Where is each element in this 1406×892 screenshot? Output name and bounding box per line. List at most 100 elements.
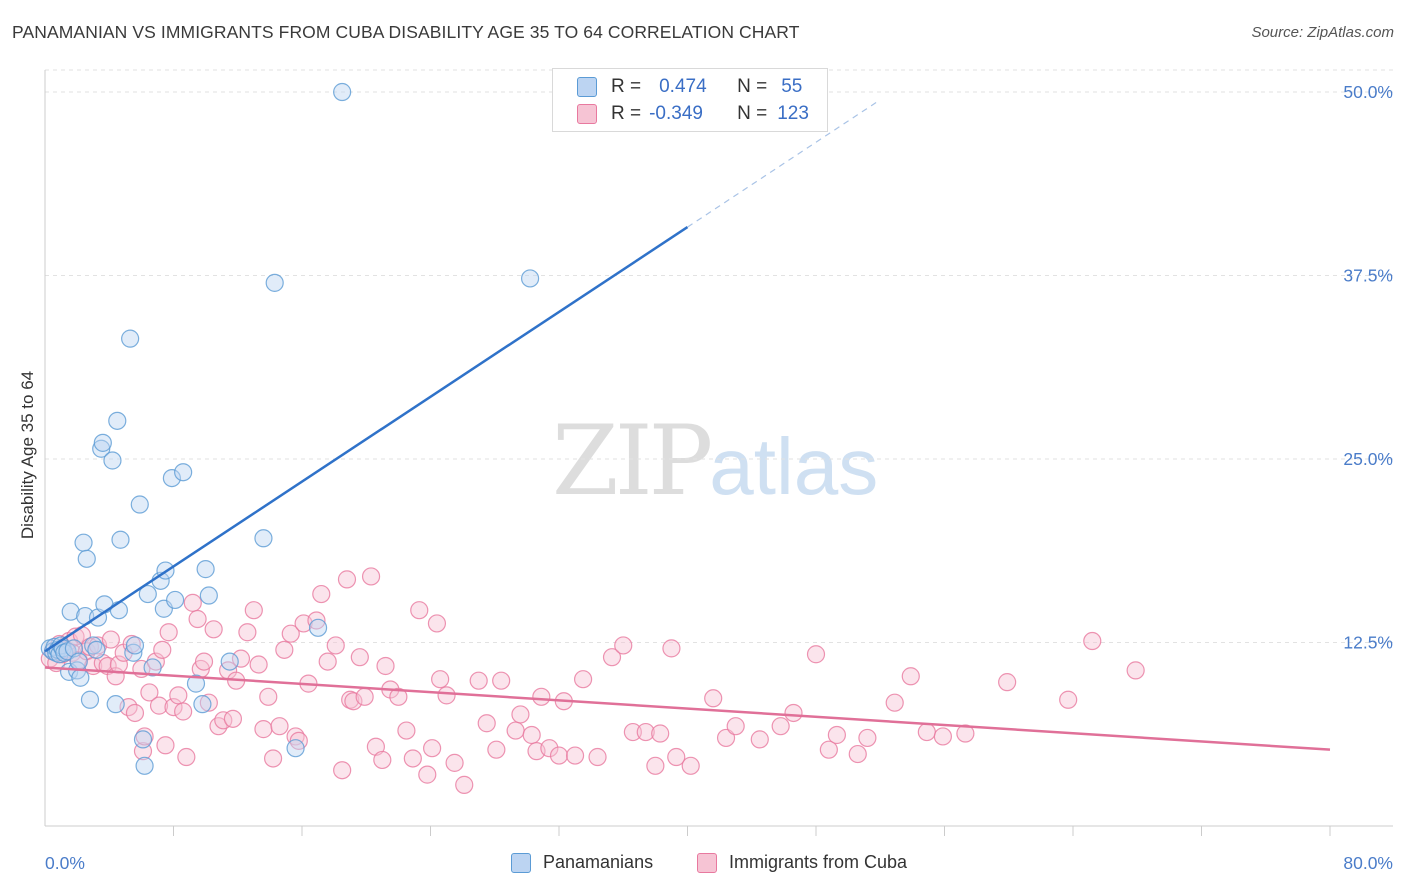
panamanian-point (333, 82, 352, 102)
cuba-point (410, 601, 429, 620)
cuba-point (492, 671, 511, 690)
panamanian-point (109, 601, 128, 620)
legend-label: Panamanians (543, 852, 654, 872)
cuba-point (819, 740, 838, 759)
panamanian-point (220, 652, 239, 671)
panamanian-point (111, 530, 130, 549)
cuba-point (249, 655, 268, 674)
cuba-point (199, 693, 218, 712)
panamanian-point (121, 329, 140, 348)
cuba-point (726, 717, 745, 736)
cuba-point (427, 614, 447, 633)
cuba-point (506, 721, 525, 740)
panamanian-point (61, 602, 80, 621)
watermark-zip: ZIP (552, 405, 713, 517)
panamanian-point (199, 586, 218, 605)
cuba-point (169, 686, 188, 705)
cuba-point (135, 727, 154, 746)
panamanian-trend-extension (687, 99, 881, 228)
cuba-point (636, 722, 655, 742)
panamanian-point (103, 451, 122, 470)
cuba-point (437, 686, 456, 705)
cuba-point (858, 728, 877, 748)
cuba-point (1083, 631, 1102, 651)
cuba-point (827, 725, 846, 745)
cuba-point (423, 739, 442, 758)
panamanian-point (133, 730, 153, 749)
cuba-point (153, 640, 172, 659)
cuba-point (270, 717, 289, 736)
tick-labels: 12.5% 25.0% 37.5% 50.0% 0.0% 80.0% (45, 82, 1393, 873)
panamanian-point (143, 658, 162, 677)
cuba-point (549, 746, 569, 765)
legend-item-cuba: Immigrants from Cuba (697, 852, 907, 873)
cuba-point (376, 656, 395, 676)
cuba-point (573, 670, 593, 689)
panamanian-point (93, 433, 112, 452)
cuba-point (1126, 661, 1145, 680)
panamanian-point (125, 636, 145, 655)
cuba-point (318, 652, 337, 671)
panamanian-point (77, 549, 96, 568)
cuba-point (602, 648, 622, 667)
panamanian-point (124, 643, 143, 662)
pink-swatch (577, 104, 597, 124)
x-tick-label: 0.0% (45, 853, 85, 873)
cuba-point (350, 648, 369, 667)
cuba-point (125, 703, 145, 723)
cuba-point (662, 639, 681, 658)
cuba-point (784, 703, 803, 723)
n-label: N = (737, 103, 768, 124)
panamanian-point (130, 495, 149, 514)
cuba-points (40, 567, 1145, 794)
cuba-point (487, 740, 506, 759)
cuba-point (159, 623, 178, 642)
panamanian-point (108, 411, 127, 430)
cuba-point (307, 611, 326, 630)
cuba-point (455, 775, 474, 794)
cuba-point (623, 722, 642, 742)
cuba-point (771, 717, 790, 736)
cuba-point (156, 736, 175, 755)
panamanian-point (520, 269, 540, 288)
blue-swatch (577, 77, 597, 97)
panamanian-trend-line (44, 226, 689, 653)
cuba-point (750, 730, 769, 749)
r-label: R = (611, 76, 642, 97)
cuba-point (244, 601, 263, 620)
cuba-point (355, 687, 374, 706)
cuba-point (259, 687, 278, 706)
cuba-point (333, 761, 352, 780)
cuba-point (540, 739, 559, 758)
cuba-point (223, 709, 243, 728)
cuba-point (469, 671, 488, 690)
cuba-point (397, 721, 416, 740)
legend-row-cuba: R = -0.349 N = 123 (577, 103, 809, 125)
cuba-point (431, 670, 450, 689)
cuba-point (204, 620, 223, 639)
panamanian-point (286, 739, 305, 758)
panamanian-point (80, 690, 100, 709)
cuba-point (667, 747, 686, 767)
cuba-point (101, 630, 120, 649)
source-label: Source: ZipAtlas.com (1251, 24, 1394, 41)
cuba-point (704, 689, 723, 708)
panamanian-point (71, 668, 90, 687)
cuba-point (254, 720, 273, 739)
cuba-point (231, 649, 251, 668)
legend-label: Immigrants from Cuba (729, 852, 908, 872)
chart-title: PANAMANIAN VS IMMIGRANTS FROM CUBA DISAB… (12, 22, 800, 42)
n-value: 123 (777, 103, 809, 124)
y-tick-label: 25.0% (1343, 449, 1393, 469)
panamanian-point (265, 273, 284, 292)
cuba-point (445, 753, 464, 772)
cuba-point (565, 746, 585, 765)
watermark: ZIPatlas (552, 405, 878, 517)
trend-lines (44, 99, 1331, 751)
cuba-point (885, 693, 904, 712)
pink-swatch (697, 852, 717, 873)
cuba-point (337, 570, 357, 589)
watermark-atlas: atlas (709, 422, 879, 511)
cuba-point (511, 705, 530, 724)
panamanian-point (196, 560, 215, 579)
